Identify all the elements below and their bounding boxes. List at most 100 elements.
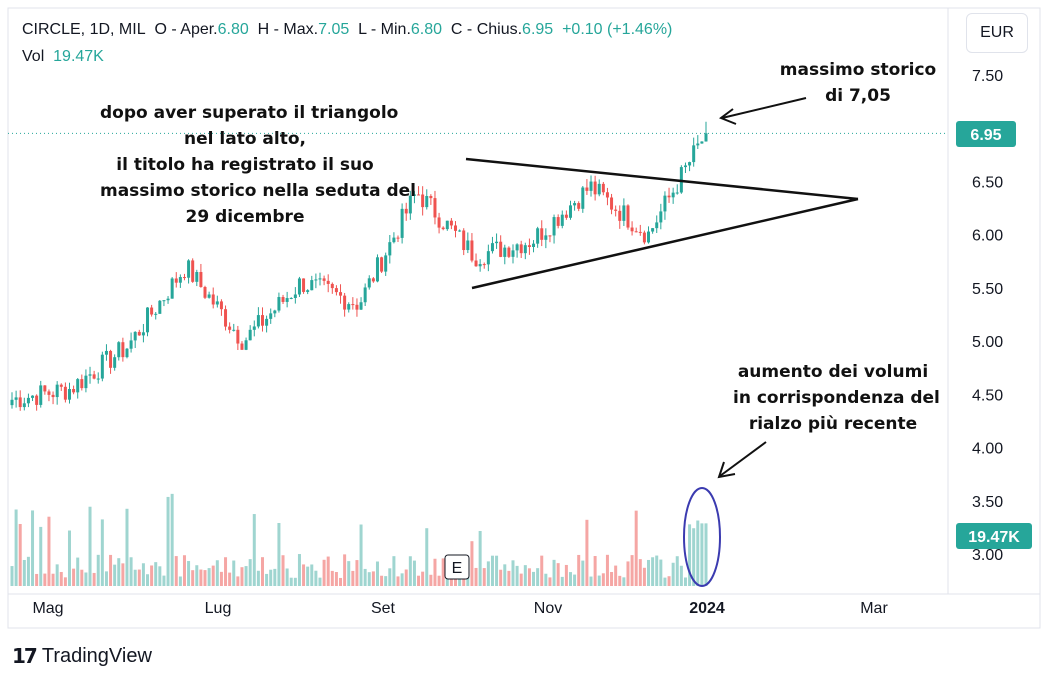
currency-button[interactable]: EUR xyxy=(966,13,1028,53)
candle-body xyxy=(339,292,343,296)
candle-body xyxy=(601,183,605,193)
y-tick-label: 4.00 xyxy=(972,441,1003,458)
candle-body xyxy=(310,280,314,291)
candle-body xyxy=(14,397,18,400)
volume-bar xyxy=(671,562,675,586)
volume-bar xyxy=(577,554,581,586)
volume-bar xyxy=(495,555,499,586)
candle-body xyxy=(244,340,248,350)
candle-body xyxy=(47,391,51,395)
candle-body xyxy=(236,329,240,344)
legend-high-label: H - Max. xyxy=(257,21,319,38)
volume-legend-label[interactable]: Vol xyxy=(22,48,45,65)
candle-body xyxy=(412,194,416,196)
candle-body xyxy=(581,187,585,209)
legend-close-label: C - Chius. xyxy=(450,21,523,38)
candle-body xyxy=(626,205,630,228)
volume-bar xyxy=(330,570,334,586)
volume-bar xyxy=(260,557,264,586)
candle-body xyxy=(495,241,499,244)
ath-note: massimo storico di 7,05 xyxy=(768,57,948,109)
candle-body xyxy=(437,217,441,228)
volume-bar xyxy=(26,556,30,586)
candle-body xyxy=(375,257,379,282)
y-tick-label: 7.50 xyxy=(972,68,1003,85)
candle-body xyxy=(523,245,527,254)
candle-body xyxy=(536,228,540,244)
candle-body xyxy=(363,287,367,303)
candle-body xyxy=(630,227,634,232)
volume-bar xyxy=(425,528,429,586)
volume-bar xyxy=(478,530,482,586)
volume-bar xyxy=(696,520,700,586)
candle-body xyxy=(273,310,277,314)
candle-body xyxy=(306,290,310,292)
volume-bar xyxy=(647,559,651,586)
volume-bar xyxy=(18,523,22,586)
volume-bar xyxy=(359,524,363,586)
volume-note-line: aumento dei volumi xyxy=(737,362,929,382)
candle-body xyxy=(137,331,141,336)
candle-body xyxy=(55,384,59,398)
tradingview-footer[interactable]: 17 TradingView xyxy=(12,644,152,668)
volume-bar xyxy=(519,573,523,586)
candle-body xyxy=(704,133,708,142)
volume-note-line: rialzo più recente xyxy=(748,414,918,434)
volume-bar xyxy=(129,557,133,586)
arrow-ath xyxy=(721,97,807,119)
legend-symbol[interactable]: CIRCLE, 1D, MIL xyxy=(22,21,146,38)
volume-bar xyxy=(104,571,108,586)
volume-bar xyxy=(343,554,347,586)
candle-body xyxy=(334,288,338,293)
candle-body xyxy=(445,220,449,230)
candle-body xyxy=(622,205,626,221)
candle-body xyxy=(80,379,84,389)
volume-bar xyxy=(638,559,642,586)
volume-bar xyxy=(158,566,162,586)
volume-bar xyxy=(675,556,679,586)
candle-body xyxy=(100,354,104,379)
earnings-marker-label: E xyxy=(452,560,463,577)
earnings-marker[interactable] xyxy=(444,554,470,580)
volume-bar xyxy=(100,519,104,586)
volume-bar xyxy=(109,554,113,586)
x-tick-label: Set xyxy=(371,600,396,617)
candle-body xyxy=(260,315,264,326)
ath-note-line: di 7,05 xyxy=(825,86,891,106)
candle-body xyxy=(454,225,458,231)
legend-close: 6.95 xyxy=(522,21,554,38)
volume-bar xyxy=(351,570,355,586)
candle-body xyxy=(330,283,334,289)
triangle-lower-line xyxy=(471,197,859,290)
volume-bar xyxy=(117,558,121,586)
candle-body xyxy=(490,243,494,252)
candle-body xyxy=(441,227,445,230)
candle-body xyxy=(367,278,371,288)
candle-body xyxy=(503,247,507,257)
candle-body xyxy=(564,214,568,218)
volume-bar xyxy=(39,526,43,586)
triangle-upper-line xyxy=(465,157,859,201)
volume-bar xyxy=(363,568,367,586)
volume-bar xyxy=(511,560,515,586)
volume-bar xyxy=(121,563,125,586)
y-tick-label: 5.50 xyxy=(972,281,1003,298)
candle-body xyxy=(449,220,453,226)
candle-body xyxy=(466,240,470,251)
volume-bar xyxy=(437,575,441,586)
volume-bar xyxy=(80,569,84,586)
candle-body xyxy=(486,251,490,265)
volume-bar xyxy=(367,572,371,586)
candle-body xyxy=(647,231,651,243)
candle-body xyxy=(182,277,186,279)
volume-bar xyxy=(392,556,396,586)
price-axis: 7.50 6.50 6.00 5.50 5.00 4.50 4.00 3.50 3.00 xyxy=(972,68,1003,564)
volume-bar xyxy=(314,570,318,586)
candle-body xyxy=(113,357,117,368)
candle-body xyxy=(560,214,564,226)
candle-body xyxy=(297,278,301,295)
volume-bar xyxy=(589,576,593,586)
x-tick-label: Mag xyxy=(32,600,63,617)
candle-body xyxy=(634,231,638,233)
